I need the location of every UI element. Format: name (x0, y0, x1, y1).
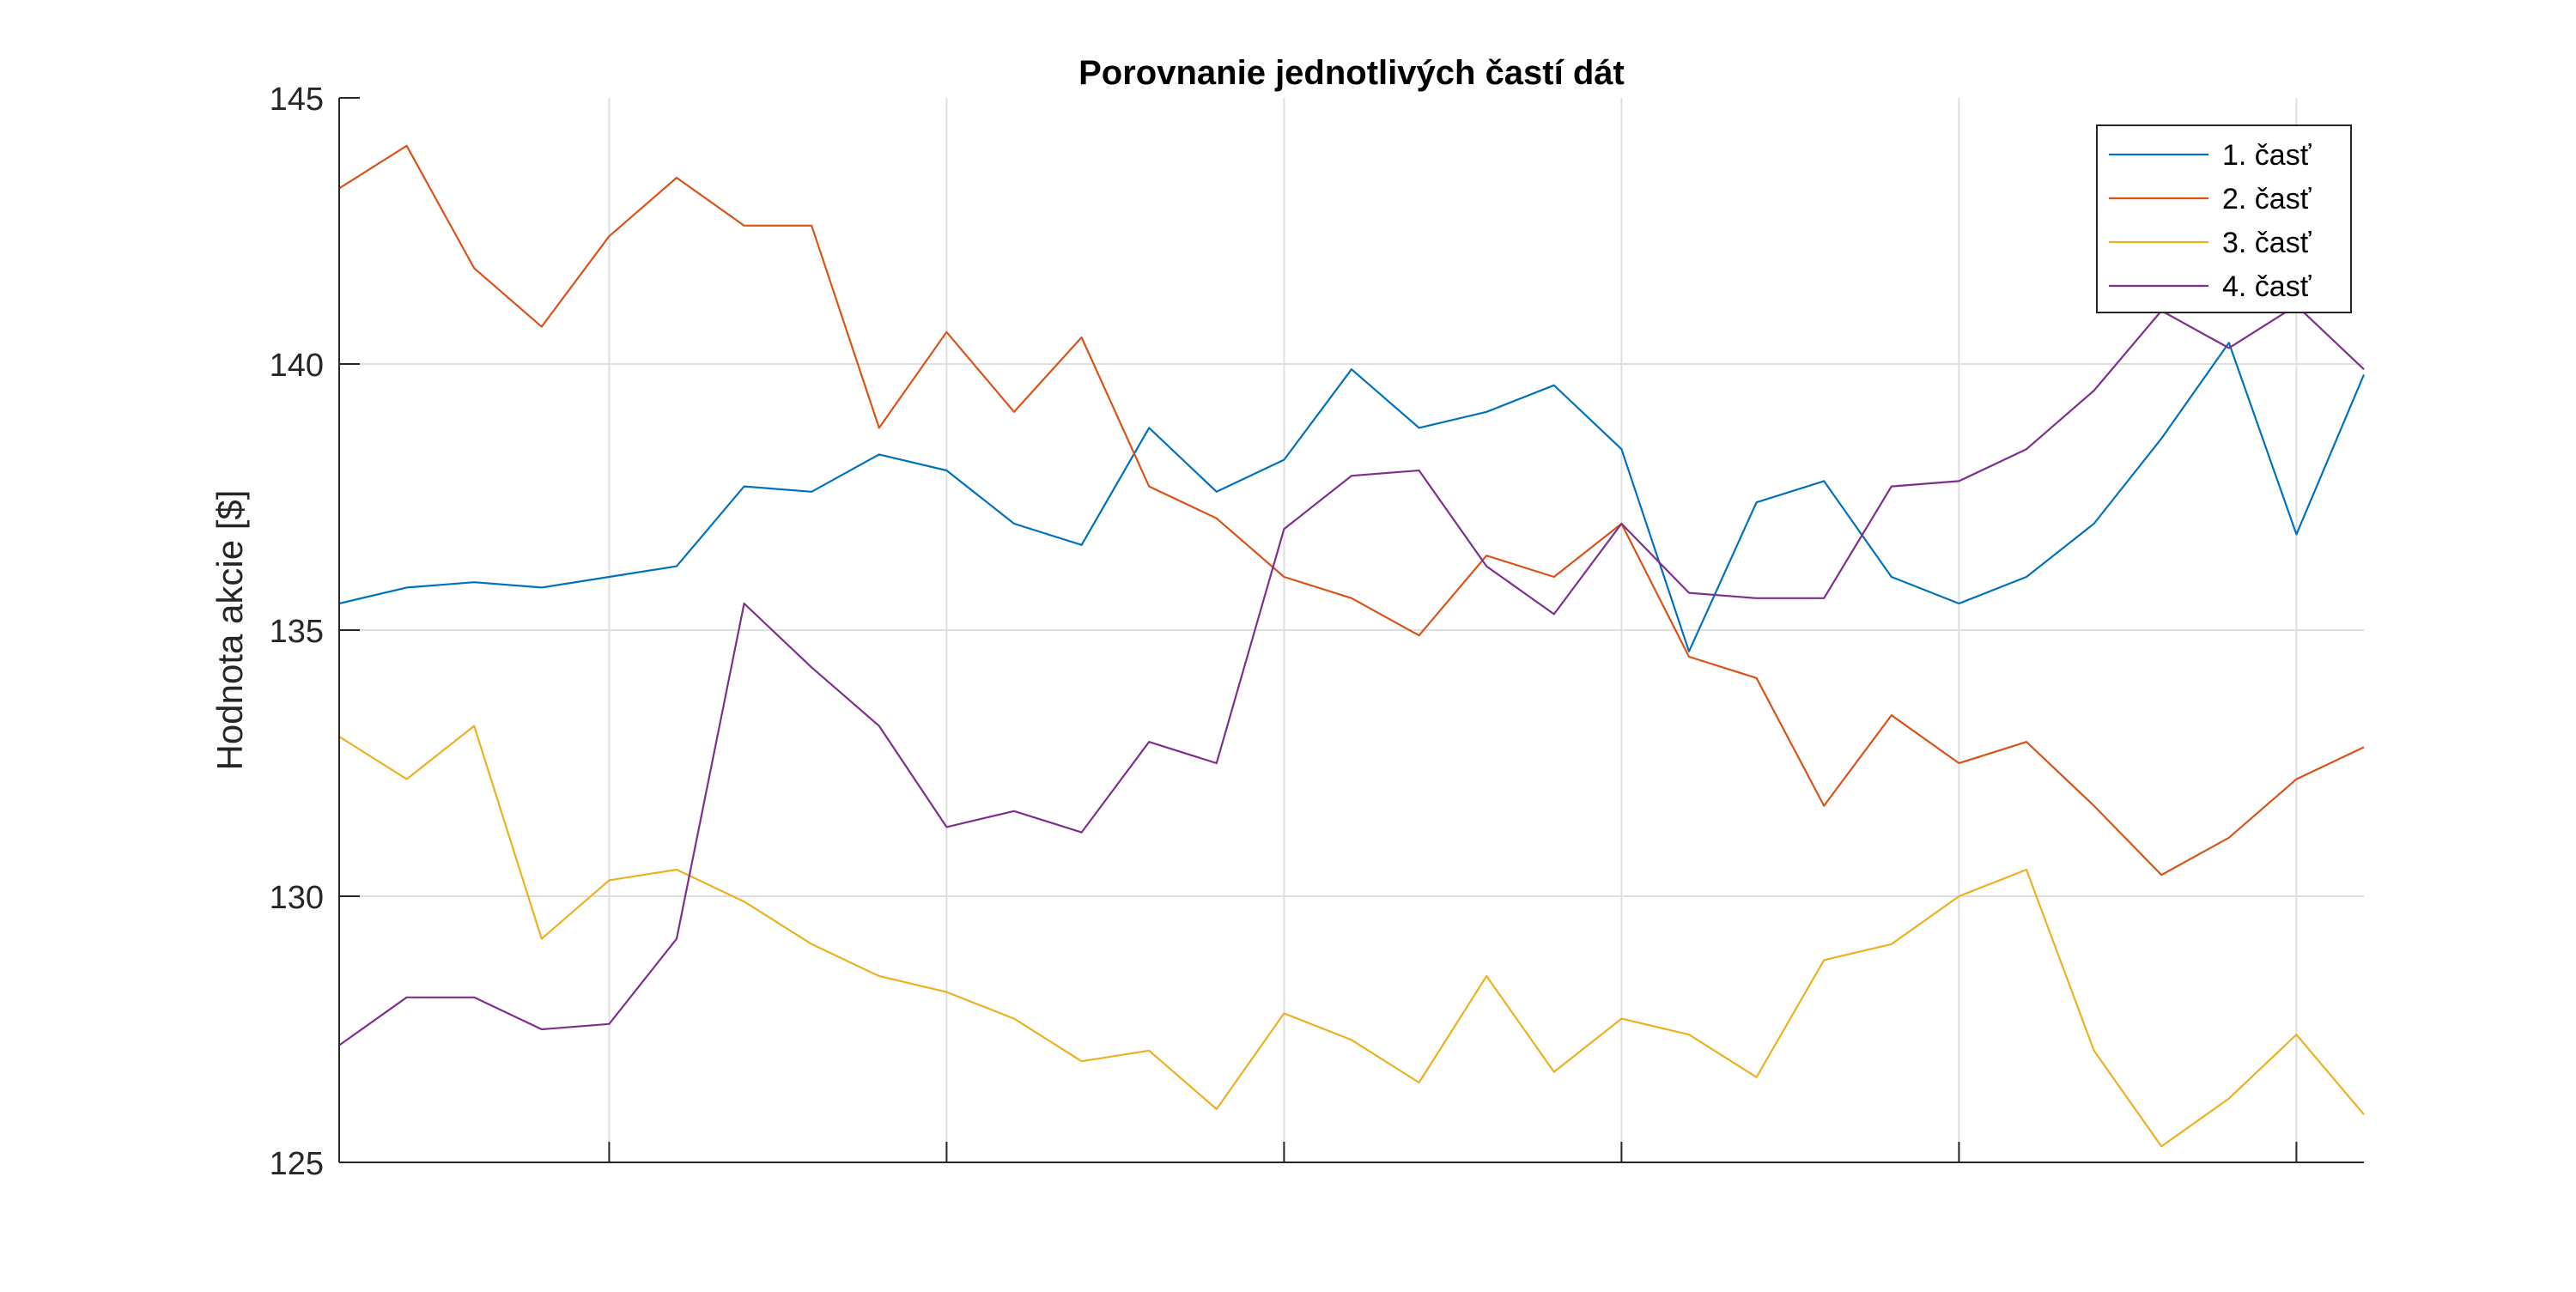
legend: 1. časť 2. časť 3. časť 4. časť (2096, 124, 2352, 313)
series-line-3 (338, 725, 2365, 1148)
y-tick-label: 135 (270, 614, 324, 650)
y-tick-label: 140 (270, 348, 324, 384)
tick-labels: 125 130 135 140 145 (270, 82, 324, 1182)
legend-label-1: 1. časť (2222, 139, 2312, 172)
y-tick-label: 145 (270, 82, 324, 118)
series-line-2 (338, 144, 2365, 876)
y-tick-label: 125 (270, 1146, 324, 1182)
axes (338, 97, 2364, 1163)
series-line-1 (338, 342, 2366, 652)
legend-label-3: 3. časť (2222, 227, 2312, 259)
series-lines (338, 144, 2366, 1148)
legend-label-4: 4. časť (2222, 270, 2312, 303)
series-line-4 (338, 304, 2365, 1046)
y-tick-label: 130 (270, 880, 324, 916)
legend-label-2: 2. časť (2222, 183, 2312, 215)
chart-title: Porovnanie jednotlivých častí dát (1078, 54, 1625, 92)
legend-box (2096, 124, 2352, 313)
y-axis-label: Hodnota akcie [$] (210, 490, 250, 771)
grid-lines (339, 98, 2364, 1162)
